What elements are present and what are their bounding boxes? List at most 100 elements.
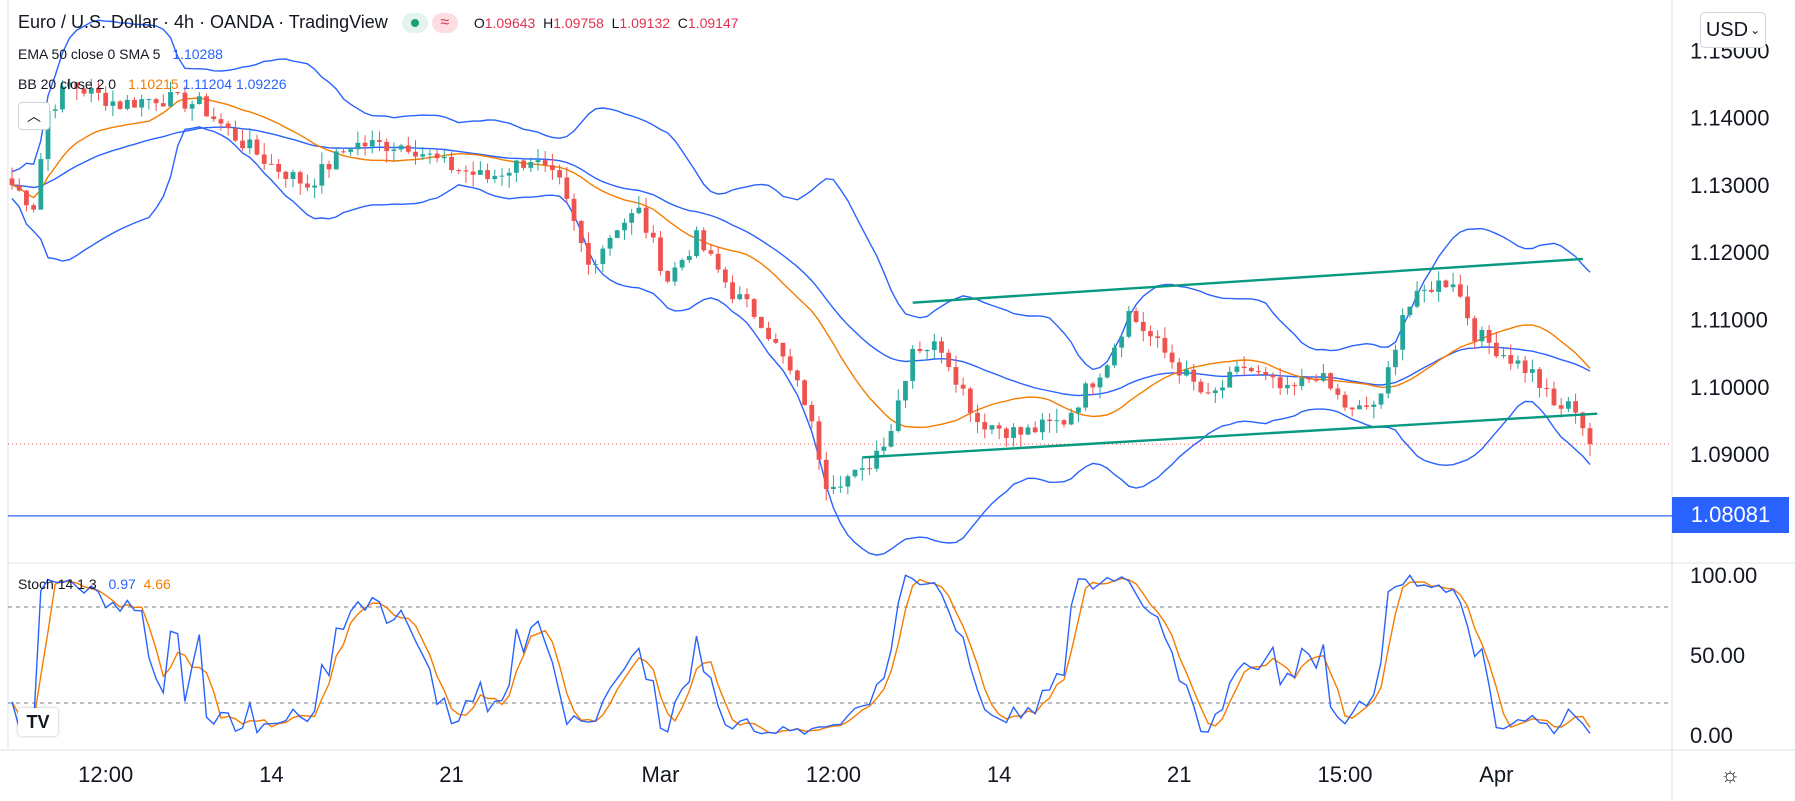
candle-body [614,230,620,238]
candle-body [708,250,714,254]
data-delay-icon[interactable]: ≈ [431,12,458,33]
candle-body [1522,360,1528,373]
candle-body [1148,331,1153,337]
candle-body [1104,365,1110,378]
price-tick-label: 1.13000 [1690,173,1770,198]
candle-body [643,207,649,233]
stoch-d-line [11,577,1591,734]
candle-body [413,151,418,157]
candle-body [636,207,642,214]
candle-body [1061,420,1067,425]
candle-body [794,370,800,381]
candle-body [297,172,303,184]
candle-body [867,468,872,470]
candle-body [888,430,894,447]
candle-body [802,380,808,405]
candle-body [1306,377,1312,380]
symbol-title[interactable]: Euro / U.S. Dollar · 4h · OANDA · Tradin… [18,12,388,32]
stoch-legend[interactable]: Stoch 14 1 3 0.97 4.66 [18,576,171,592]
bb-legend[interactable]: BB 20 close 2 0 1.10215 1.11204 1.09226 [18,76,287,92]
candle-body [960,384,966,389]
candle-body [132,99,137,108]
candle-body [434,153,440,159]
candle-body [1025,427,1031,435]
candle-body [247,139,253,149]
candle-body [1263,372,1269,376]
candle-body [506,172,512,176]
candle-body [521,160,526,168]
chevron-down-icon: ⌄ [1750,23,1761,37]
candle-body [96,87,101,93]
candle-body [881,446,887,451]
candle-body [341,151,346,153]
candle-body [312,185,318,188]
candle-body [1493,342,1499,357]
candle-body [1378,393,1384,405]
candle-body [153,99,159,104]
time-tick-label: 21 [1167,762,1191,787]
candle-body [1184,369,1189,376]
candle-body [1112,347,1117,366]
collapse-legend-button[interactable]: ︿ [18,102,50,130]
stoch-tick-label: 50.00 [1690,643,1745,668]
time-tick-label: 12:00 [78,762,133,787]
candle-body [117,101,123,109]
candle-body [787,356,793,371]
currency-selector[interactable]: USD ⌄ [1700,12,1766,48]
candle-body [1176,362,1182,376]
time-tick-label: 14 [987,762,1011,787]
candle-body [622,222,627,231]
candle-body [1414,290,1420,307]
tradingview-logo-icon[interactable]: TV [18,708,58,736]
candle-body [24,190,29,206]
candle-body [1140,321,1146,332]
price-tick-label: 1.14000 [1690,106,1770,131]
candle-body [369,140,375,147]
price-tick-label: 1.12000 [1690,240,1770,265]
candle-body [1537,369,1542,388]
candle-body [701,230,707,251]
ema-legend[interactable]: EMA 50 close 0 SMA 5 1.10288 [18,46,223,62]
candle-body [1054,420,1060,422]
candle-body [1544,387,1550,389]
candle-body [1227,371,1233,388]
stoch-tick-label: 100.00 [1690,563,1757,588]
candle-body [658,237,663,271]
candle-body [74,82,80,89]
candle-body [276,163,282,172]
candle-body [593,263,599,265]
candle-body [211,116,217,120]
time-tick-label: 14 [259,762,283,787]
candle-body [1133,311,1139,322]
market-open-icon[interactable] [401,12,428,33]
candle-body [168,92,173,107]
candle-body [722,269,728,283]
candle-body [780,342,786,357]
candle-body [1508,355,1514,364]
candle-body [67,82,73,87]
candle-body [895,400,901,431]
candle-body [1126,311,1132,337]
candle-body [1039,419,1045,433]
candle-body [758,316,764,328]
candle-body [470,171,476,175]
candle-body [1515,360,1521,364]
candle-body [542,160,548,166]
candle-body [1529,369,1535,373]
time-tick-label: 12:00 [806,762,861,787]
candle-body [744,294,750,300]
candle-body [1076,407,1081,413]
settings-gear-icon[interactable]: ☼ [1720,762,1741,787]
time-tick-label: Apr [1479,762,1513,787]
candle-body [146,99,152,101]
candle-body [240,140,245,149]
candle-body [319,164,325,186]
candle-body [629,213,635,223]
candle-body [1357,405,1362,410]
candle-body [290,172,296,179]
candle-body [254,139,260,155]
candle-body [1573,401,1578,413]
price-tick-label: 1.09000 [1690,442,1770,467]
candle-body [1457,284,1463,297]
